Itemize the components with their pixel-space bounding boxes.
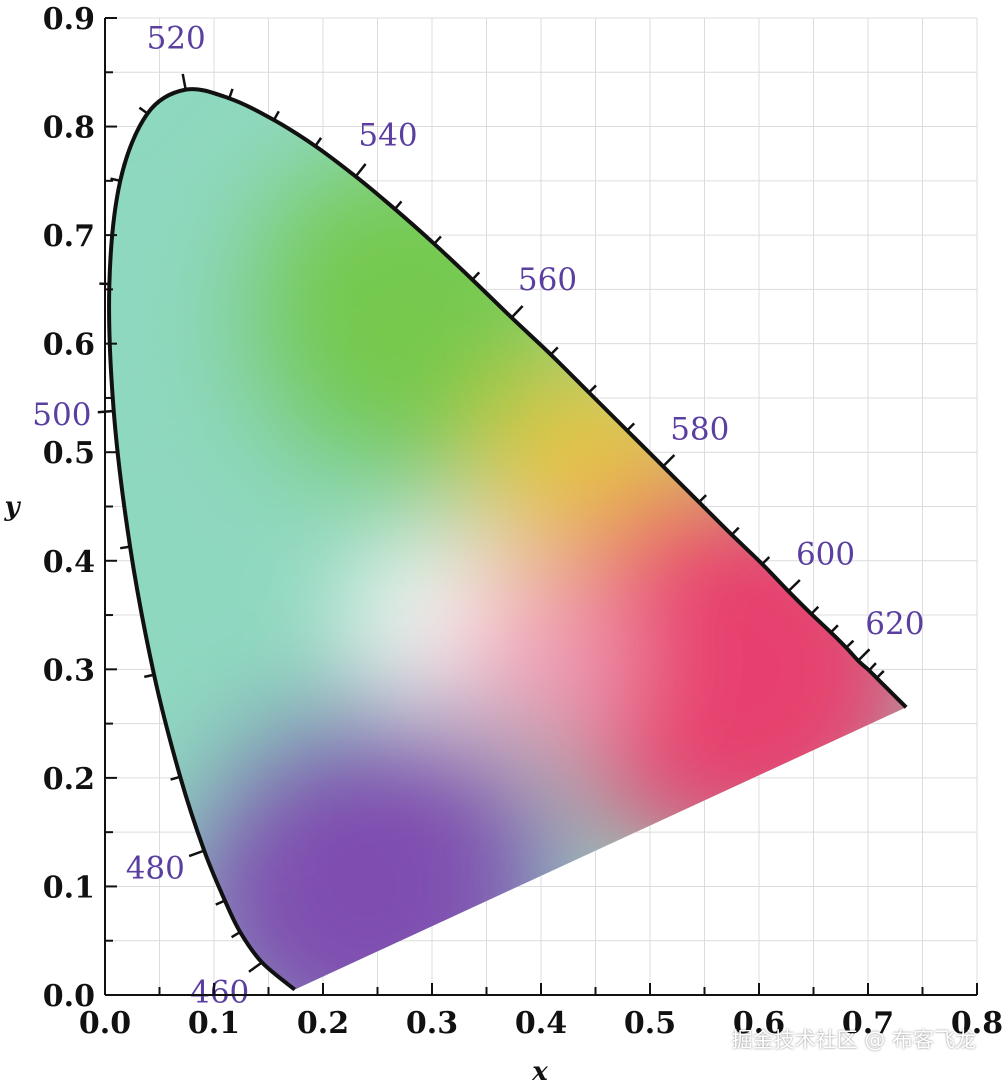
wavelength-label: 580 <box>670 411 729 447</box>
wavelength-label: 560 <box>518 262 577 298</box>
wavelength-tick <box>272 110 280 121</box>
x-tick-label: 0.6 <box>733 1006 785 1041</box>
wavelength-tick <box>144 673 155 679</box>
wavelength-tick <box>170 775 181 781</box>
spectral-locus <box>107 87 908 992</box>
wavelength-tick <box>354 163 367 178</box>
x-tick-label: 0.5 <box>624 1006 676 1041</box>
wavelength-tick <box>248 961 263 973</box>
wavelength-tick <box>471 271 481 281</box>
y-tick-label: 0.3 <box>43 653 95 688</box>
wavelength-tick <box>761 556 771 565</box>
x-axis-title: x <box>531 1057 548 1084</box>
wavelength-tick <box>110 177 121 183</box>
x-tick-label: 0.4 <box>515 1006 567 1041</box>
y-tick-label: 0.1 <box>43 870 95 905</box>
y-tick-label: 0.2 <box>43 762 95 797</box>
wavelength-tick <box>588 384 597 394</box>
y-tick-label: 0.4 <box>43 545 95 580</box>
wavelength-tick <box>119 545 131 550</box>
wavelength-tick <box>857 648 871 662</box>
wavelength-label: 600 <box>796 537 855 573</box>
wavelength-label: 620 <box>865 606 924 642</box>
wavelength-label: 500 <box>32 397 91 433</box>
color-region <box>186 706 547 990</box>
wavelength-tick <box>698 494 707 504</box>
x-tick-label: 0.1 <box>188 1006 240 1041</box>
wavelength-tick <box>510 305 524 319</box>
wavelength-ticks <box>97 73 885 973</box>
wavelength-tick <box>626 422 636 432</box>
y-tick-label: 0.9 <box>43 2 95 37</box>
wavelength-tick <box>188 849 205 858</box>
wavelength-tick <box>433 235 442 245</box>
wavelength-tick <box>868 662 877 672</box>
x-tick-label: 0.0 <box>79 1006 131 1041</box>
wavelength-label: 480 <box>126 850 185 886</box>
wavelength-label: 520 <box>147 21 206 57</box>
wavelength-tick <box>393 200 403 210</box>
watermark: 掘金技术社区 @ 布客飞龙 <box>731 1028 976 1052</box>
color-region <box>451 568 631 749</box>
y-tick-label: 0.8 <box>43 111 95 146</box>
y-axis-title: y <box>3 492 21 522</box>
y-tick-label: 0.7 <box>43 219 95 254</box>
wavelength-tick <box>228 88 234 99</box>
wavelength-label: 540 <box>358 118 417 154</box>
axes <box>104 17 978 996</box>
wavelength-tick <box>787 579 801 593</box>
wavelength-tick <box>215 899 226 906</box>
wavelength-tick <box>662 454 676 468</box>
wavelength-tick <box>549 346 559 356</box>
wavelength-tick <box>875 670 885 679</box>
wavelength-labels: 520 540 560 580 600 620 500 480 460 <box>32 21 924 1011</box>
y-tick-label: 0.0 <box>43 979 95 1014</box>
wavelength-tick <box>138 106 149 115</box>
wavelength-label: 460 <box>190 975 249 1011</box>
x-tick-labels: 0.0 0.1 0.2 0.3 0.4 0.5 0.6 0.7 0.8 <box>79 1006 1003 1041</box>
wavelength-tick <box>314 137 323 147</box>
wavelength-tick <box>730 526 740 536</box>
y-tick-labels: 0.0 0.1 0.2 0.3 0.4 0.5 0.6 0.7 0.8 0.9 <box>43 2 95 1014</box>
x-tick-label: 0.2 <box>297 1006 349 1041</box>
wavelength-tick <box>230 930 241 939</box>
x-tick-label: 0.7 <box>842 1006 894 1041</box>
x-tick-label: 0.3 <box>406 1006 458 1041</box>
wavelength-tick <box>810 605 820 615</box>
wavelength-tick <box>830 624 839 634</box>
wavelength-tick <box>845 639 855 649</box>
y-tick-label: 0.5 <box>43 436 95 471</box>
x-tick-label: 0.8 <box>951 1006 1003 1041</box>
y-tick-label: 0.6 <box>43 328 95 363</box>
wavelength-tick <box>181 73 187 90</box>
